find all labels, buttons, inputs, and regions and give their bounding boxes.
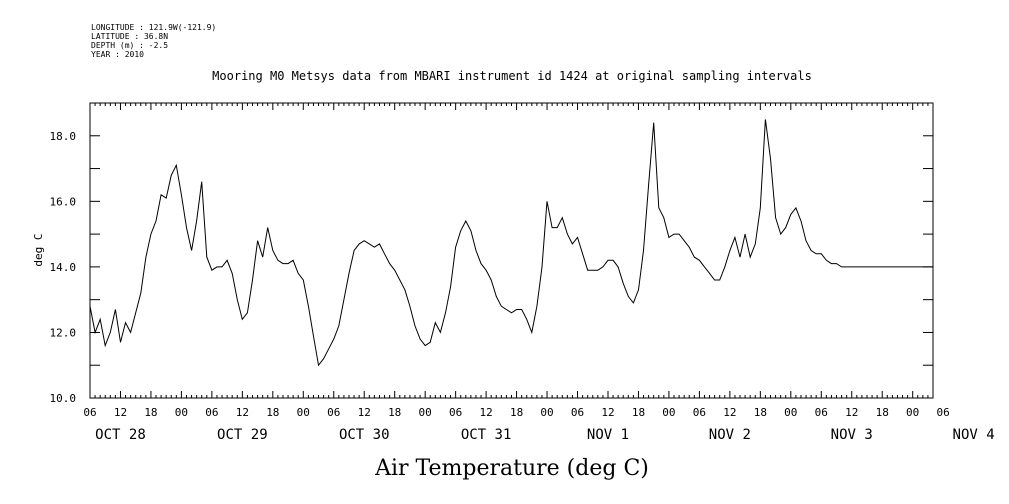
x-tick-label: 00 bbox=[662, 406, 675, 419]
x-axis-title: Air Temperature (deg C) bbox=[374, 456, 649, 481]
axis-ticks bbox=[89, 102, 934, 399]
x-tick-label: 06 bbox=[937, 406, 950, 419]
day-label: NOV 4 bbox=[953, 427, 995, 443]
x-tick-label: 12 bbox=[358, 406, 371, 419]
day-label: OCT 29 bbox=[217, 427, 268, 443]
x-tick-labels: 06 12 18 00 06 12 18 00 06 12 18 00 06 12 18 00 06 12 18 00… bbox=[83, 406, 949, 419]
y-tick-label: 10.0 bbox=[50, 392, 77, 405]
x-tick-label: 12 bbox=[723, 406, 736, 419]
x-tick-label: 12 bbox=[479, 406, 492, 419]
depth-label: DEPTH (m) : -2.5 bbox=[91, 41, 168, 50]
x-tick-label: 00 bbox=[540, 406, 553, 419]
x-tick-label: 06 bbox=[205, 406, 218, 419]
y-tick-labels: 10.0 12.0 14.0 16.0 18.0 bbox=[50, 130, 77, 405]
day-label: NOV 1 bbox=[587, 427, 629, 443]
x-tick-label: 06 bbox=[83, 406, 96, 419]
day-label: NOV 2 bbox=[709, 427, 751, 443]
x-tick-label: 18 bbox=[144, 406, 157, 419]
x-tick-label: 18 bbox=[632, 406, 645, 419]
y-tick-label: 14.0 bbox=[50, 261, 77, 274]
air-temperature-line bbox=[89, 119, 933, 367]
x-tick-label: 00 bbox=[175, 406, 188, 419]
x-tick-label: 06 bbox=[815, 406, 828, 419]
y-tick-label: 16.0 bbox=[50, 195, 77, 208]
day-label: NOV 3 bbox=[831, 427, 873, 443]
y-axis-label: deg C bbox=[32, 233, 45, 266]
x-tick-label: 18 bbox=[876, 406, 889, 419]
x-tick-label: 12 bbox=[601, 406, 614, 419]
day-label: OCT 30 bbox=[339, 427, 390, 443]
longitude-label: LONGITUDE : 121.9W(-121.9) bbox=[91, 23, 216, 32]
x-tick-label: 06 bbox=[571, 406, 584, 419]
x-tick-label: 00 bbox=[784, 406, 797, 419]
x-tick-label: 00 bbox=[297, 406, 310, 419]
x-tick-label: 18 bbox=[754, 406, 767, 419]
x-tick-label: 18 bbox=[266, 406, 279, 419]
x-tick-label: 12 bbox=[114, 406, 127, 419]
day-label: OCT 28 bbox=[95, 427, 146, 443]
x-tick-label: 06 bbox=[449, 406, 462, 419]
x-tick-label: 18 bbox=[388, 406, 401, 419]
year-label: YEAR : 2010 bbox=[91, 50, 144, 59]
x-tick-label: 12 bbox=[236, 406, 249, 419]
x-tick-label: 06 bbox=[327, 406, 340, 419]
x-tick-label: 18 bbox=[510, 406, 523, 419]
y-tick-label: 18.0 bbox=[50, 130, 77, 143]
latitude-label: LATITUDE : 36.8N bbox=[91, 32, 168, 41]
x-tick-label: 06 bbox=[693, 406, 706, 419]
day-label: OCT 31 bbox=[461, 427, 512, 443]
y-tick-label: 12.0 bbox=[50, 326, 77, 339]
x-tick-label: 00 bbox=[419, 406, 432, 419]
x-tick-label: 00 bbox=[906, 406, 919, 419]
x-tick-label: 12 bbox=[845, 406, 858, 419]
chart-title: Mooring M0 Metsys data from MBARI instru… bbox=[212, 69, 812, 83]
plot-frame bbox=[89, 102, 934, 399]
day-labels: OCT 28 OCT 29 OCT 30 OCT 31 NOV 1 NOV 2 NOV 3 N… bbox=[95, 427, 995, 443]
